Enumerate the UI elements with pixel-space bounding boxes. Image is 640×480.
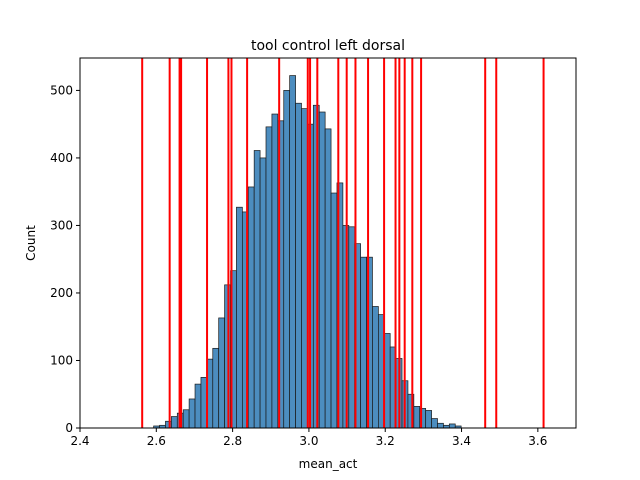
axes-group [79,57,577,429]
y-tick-label: 300 [50,218,73,232]
histogram-bar [437,422,444,429]
histogram-bar [212,347,220,429]
histogram-bar [312,104,320,429]
histogram-bar [171,416,178,429]
histogram-bar [301,108,308,429]
x-tick-label: 3.4 [452,434,471,448]
histogram-bar [188,398,196,429]
histogram-bar [247,186,255,429]
histogram-bar [283,90,291,429]
histogram-bar [431,418,438,429]
y-tick-label: 0 [65,421,73,435]
histogram-bar [295,102,302,429]
y-tick-label: 400 [50,151,73,165]
x-tick-label: 2.8 [223,434,242,448]
histogram-bar [448,423,456,429]
x-tick-label: 3.0 [299,434,318,448]
histogram-bar [265,126,273,429]
histogram-bar [218,317,225,429]
histogram-bar [330,192,338,429]
histogram-bar [194,383,202,429]
histogram-bar [360,256,367,429]
x-ticks-group: 2.4 2.6 2.8 3.0 3.2 3.4 3.6 [70,428,547,448]
x-tick-label: 2.6 [147,434,166,448]
histogram-bar [236,206,243,429]
histogram-bar [413,406,421,429]
histogram-bar [324,128,332,429]
y-axis-title: Count [24,225,38,261]
histogram-bar [289,75,296,429]
histogram-bar [348,226,356,429]
histogram-bar [182,409,190,429]
x-tick-label: 3.2 [376,434,395,448]
histogram-bar [259,157,267,429]
histogram-bar [200,377,208,429]
histogram-bar [372,306,379,429]
y-tick-label: 200 [50,286,73,300]
y-ticks-group: 0 100 200 300 400 500 [50,83,80,435]
histogram-bar [318,111,326,429]
histogram-bar [383,333,391,429]
histogram-bar [425,410,432,429]
y-tick-label: 100 [50,353,73,367]
histogram-bar [253,150,261,429]
histogram-bar [271,113,279,429]
y-tick-label: 500 [50,83,73,97]
chart-title: tool control left dorsal [251,38,405,54]
vlines-group [141,58,545,428]
x-tick-label: 2.4 [70,434,89,448]
x-tick-label: 3.6 [528,434,547,448]
axes-frame [79,57,577,429]
x-axis-title: mean_act [299,457,358,471]
